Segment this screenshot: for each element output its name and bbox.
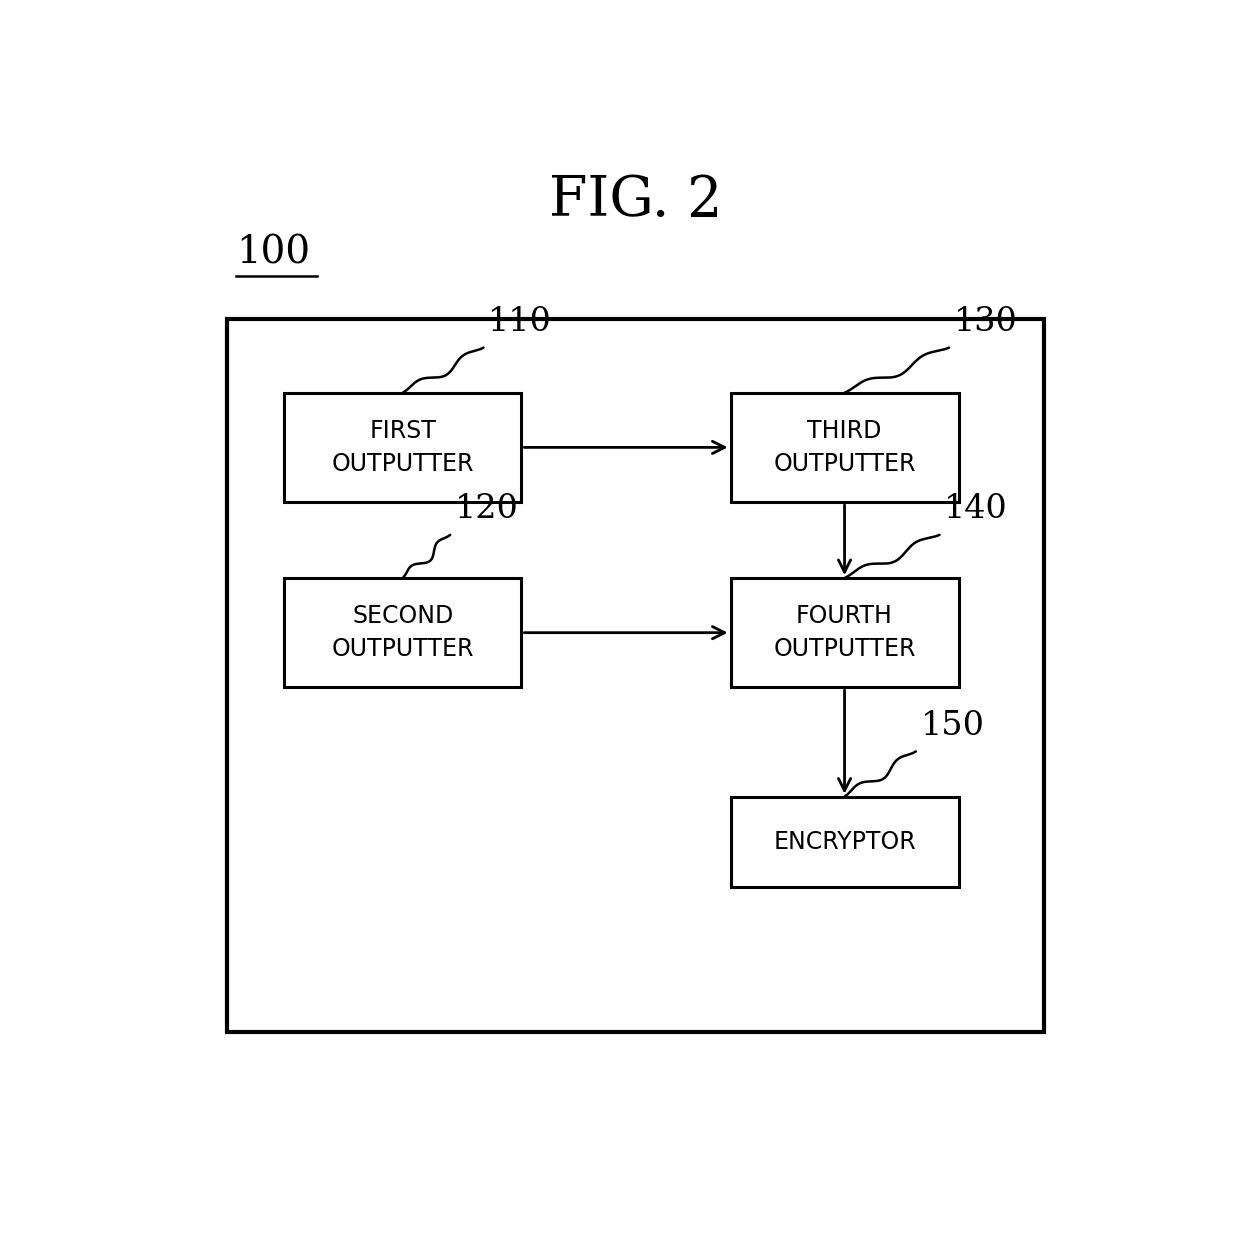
FancyBboxPatch shape bbox=[284, 578, 522, 687]
Text: 140: 140 bbox=[945, 494, 1008, 526]
Text: 120: 120 bbox=[455, 494, 518, 526]
Text: THIRD
OUTPUTTER: THIRD OUTPUTTER bbox=[774, 418, 916, 476]
FancyBboxPatch shape bbox=[730, 797, 959, 887]
Text: 130: 130 bbox=[954, 306, 1018, 338]
FancyBboxPatch shape bbox=[730, 392, 959, 502]
Text: FOURTH
OUTPUTTER: FOURTH OUTPUTTER bbox=[774, 603, 916, 661]
Text: 150: 150 bbox=[920, 710, 985, 742]
Text: SECOND
OUTPUTTER: SECOND OUTPUTTER bbox=[331, 603, 474, 661]
Text: ENCRYPTOR: ENCRYPTOR bbox=[774, 829, 916, 854]
FancyBboxPatch shape bbox=[730, 578, 959, 687]
Text: FIRST
OUTPUTTER: FIRST OUTPUTTER bbox=[331, 418, 474, 476]
Text: 100: 100 bbox=[237, 234, 310, 271]
Text: 110: 110 bbox=[489, 306, 552, 338]
Text: FIG. 2: FIG. 2 bbox=[549, 173, 722, 228]
FancyBboxPatch shape bbox=[227, 320, 1044, 1032]
FancyBboxPatch shape bbox=[284, 392, 522, 502]
